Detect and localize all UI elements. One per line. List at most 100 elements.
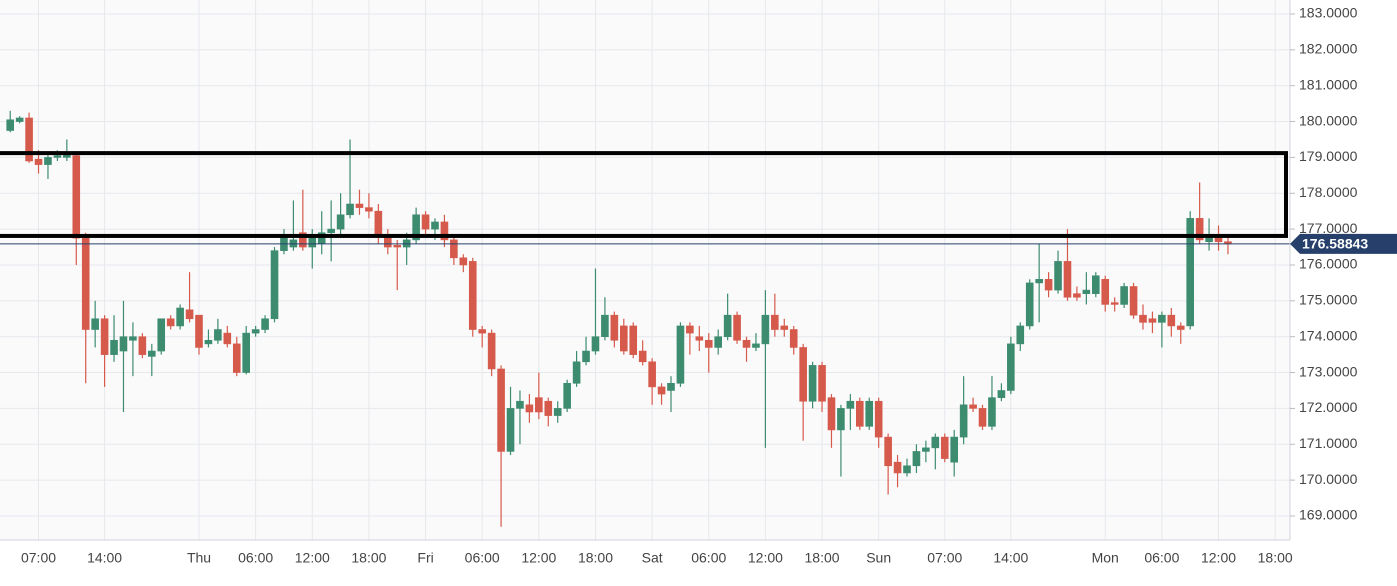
candle-body — [591, 336, 600, 352]
y-tick-label: 173.0000 — [1299, 363, 1358, 379]
candle-body — [195, 314, 203, 348]
y-tick-label: 179.0000 — [1299, 148, 1358, 164]
candle-body — [53, 155, 62, 158]
candle-body — [1120, 286, 1128, 305]
candle-body — [270, 250, 279, 320]
y-tick-label: 178.0000 — [1299, 184, 1358, 200]
x-tick-label: 14:00 — [87, 550, 122, 566]
candle-body — [818, 365, 826, 402]
candle-body — [667, 383, 675, 391]
candle-body — [1082, 289, 1091, 294]
candle-body — [1101, 279, 1110, 305]
candle-body — [884, 436, 892, 467]
candle-body — [922, 447, 930, 452]
candle-body — [138, 336, 147, 355]
candle-body — [1139, 314, 1147, 323]
candle-body — [1016, 325, 1025, 345]
last-price-label: 176.58843 — [1302, 236, 1368, 252]
candle-body — [940, 436, 949, 459]
candle-body — [978, 408, 987, 427]
candle-body — [1044, 279, 1053, 291]
x-tick-label: 18:00 — [805, 550, 840, 566]
candle-body — [440, 221, 449, 241]
candle-body — [214, 329, 222, 341]
candle-body — [25, 117, 33, 162]
candle-body — [638, 350, 647, 363]
candle-body — [1195, 218, 1204, 241]
candle-body — [497, 368, 505, 452]
candle-body — [1176, 325, 1185, 330]
candle-body — [72, 155, 81, 239]
x-tick-label: Sat — [642, 550, 663, 566]
candle-body — [1214, 237, 1223, 242]
candle-body — [714, 336, 723, 348]
candle-body — [1148, 318, 1157, 323]
candle-body — [553, 408, 562, 416]
candle-body — [100, 318, 109, 355]
candle-body — [6, 119, 14, 131]
candle-body — [742, 339, 751, 348]
y-tick-label: 176.0000 — [1299, 256, 1358, 272]
candle-body — [610, 314, 619, 341]
candle-body — [865, 400, 874, 427]
candle-body — [468, 261, 477, 330]
candle-body — [15, 117, 24, 122]
x-tick-label: 06:00 — [1144, 550, 1179, 566]
x-tick-label: 06:00 — [238, 550, 273, 566]
candle-body — [1205, 237, 1213, 242]
candle-body — [204, 339, 213, 345]
candle-body — [827, 397, 836, 431]
candle-body — [365, 207, 373, 212]
candle-body — [487, 332, 496, 370]
candle-body — [110, 339, 118, 355]
candle-body — [44, 157, 52, 165]
candle-body — [34, 158, 43, 165]
candle-body — [950, 436, 959, 463]
y-tick-label: 169.0000 — [1299, 507, 1358, 523]
candle-body — [855, 400, 864, 427]
x-tick-label: 18:00 — [578, 550, 613, 566]
candle-body — [752, 343, 760, 348]
candle-body — [421, 214, 430, 230]
candle-body — [393, 244, 402, 248]
candle-body — [242, 332, 250, 373]
candle-body — [157, 318, 166, 352]
candle-body — [223, 332, 232, 345]
candle-body — [657, 386, 666, 395]
candle-body — [251, 329, 260, 334]
x-tick-label: 12:00 — [1201, 550, 1236, 566]
candle-body — [619, 325, 628, 352]
x-tick-label: 07:00 — [927, 550, 962, 566]
x-tick-label: 18:00 — [351, 550, 386, 566]
candle-body — [969, 404, 977, 409]
candle-body — [959, 404, 968, 438]
y-tick-label: 175.0000 — [1299, 292, 1358, 308]
candle-body — [903, 465, 911, 474]
candles — [6, 110, 1232, 527]
candle-body — [893, 461, 902, 474]
y-tick-label: 180.0000 — [1299, 112, 1358, 128]
candle-body — [601, 314, 609, 337]
candle-body — [874, 400, 883, 438]
candle-body — [733, 314, 741, 341]
candle-body — [336, 214, 345, 230]
candle-body — [780, 325, 789, 330]
x-tick-label: 14:00 — [993, 550, 1028, 566]
candle-body — [704, 339, 713, 348]
candle-body — [412, 214, 420, 241]
candle-body — [374, 210, 383, 237]
candle-body — [431, 221, 439, 230]
y-tick-label: 174.0000 — [1299, 327, 1358, 343]
y-tick-label: 177.0000 — [1299, 220, 1358, 236]
candle-body — [629, 325, 638, 355]
candle-body — [988, 397, 996, 427]
candle-body — [1025, 282, 1034, 327]
x-tick-label: Fri — [417, 550, 433, 566]
candle-body — [525, 404, 534, 413]
candle-body — [686, 325, 694, 334]
candle-body — [676, 325, 685, 384]
x-tick-label: 12:00 — [295, 550, 330, 566]
candle-body — [695, 336, 704, 341]
y-tick-label: 171.0000 — [1299, 435, 1358, 451]
